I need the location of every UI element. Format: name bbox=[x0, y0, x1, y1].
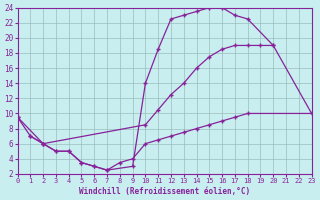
X-axis label: Windchill (Refroidissement éolien,°C): Windchill (Refroidissement éolien,°C) bbox=[79, 187, 250, 196]
